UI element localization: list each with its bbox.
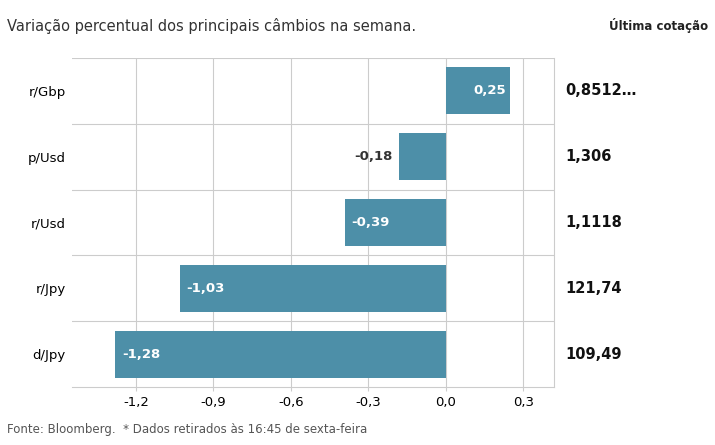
Text: 109,49: 109,49 [566, 347, 622, 362]
Bar [345, 199, 445, 246]
Text: -1,03: -1,03 [187, 282, 225, 295]
Text: 1,1118: 1,1118 [566, 215, 622, 230]
Text: 0,25: 0,25 [474, 84, 506, 97]
Bar [445, 67, 511, 114]
Bar [180, 265, 445, 312]
Text: 0,8512…: 0,8512… [566, 83, 636, 98]
Text: 1,306: 1,306 [566, 149, 611, 164]
Bar [399, 133, 445, 180]
Text: 121,74: 121,74 [566, 281, 622, 296]
Text: Última cotаção: Última cotаção [608, 18, 708, 33]
Text: -0,18: -0,18 [355, 150, 393, 163]
Text: Fonte: Bloomberg.  * Dados retirados às 16:45 de sexta-feira: Fonte: Bloomberg. * Dados retirados às 1… [7, 423, 368, 436]
Text: -1,28: -1,28 [122, 348, 160, 361]
Bar [115, 331, 445, 378]
Text: Variação percentual dos principais câmbios na semana.: Variação percentual dos principais câmbi… [7, 18, 416, 34]
Text: -0,39: -0,39 [352, 216, 390, 229]
